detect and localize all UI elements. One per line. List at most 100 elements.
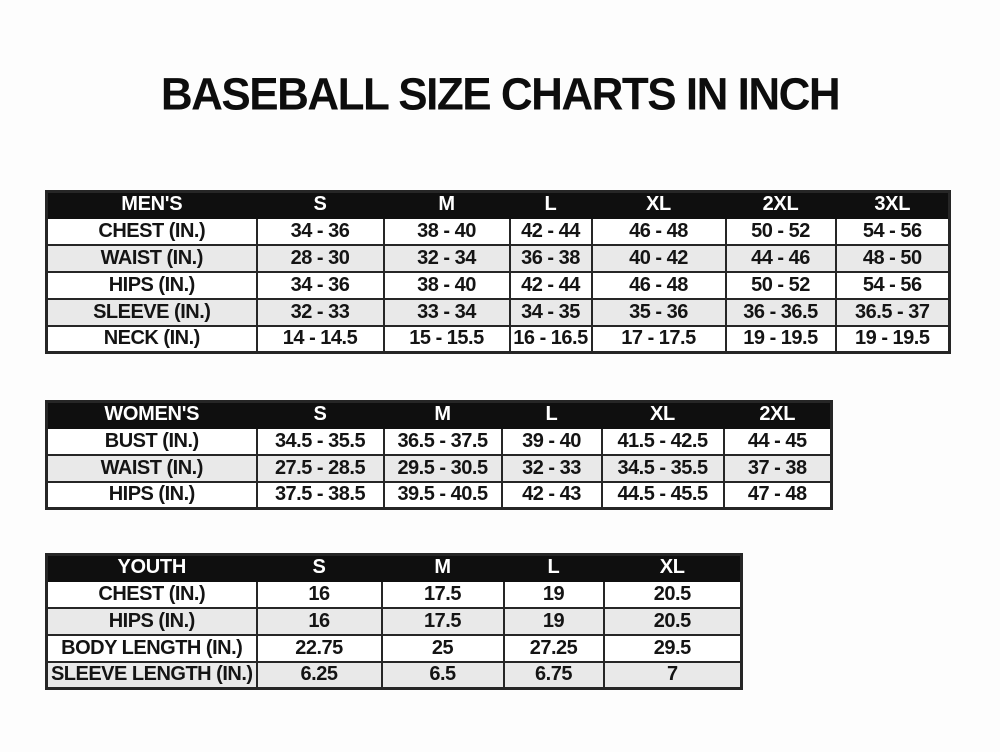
size-value-cell: 38 - 40 [382, 270, 511, 300]
size-value-cell: 50 - 52 [724, 270, 837, 300]
size-value-cell: 17.5 [380, 579, 505, 609]
size-value-cell: 14 - 14.5 [255, 324, 385, 354]
size-column-header: L [500, 400, 603, 429]
size-value-cell: 19 - 19.5 [834, 324, 951, 354]
measurement-row: BODY LENGTH (IN.) 22.75 25 27.25 29.5 [45, 633, 743, 663]
size-value-cell: 17.5 [380, 606, 505, 636]
size-column-header: 3XL [834, 190, 951, 219]
size-column-header: S [255, 553, 383, 582]
size-value-cell: 44 - 46 [724, 243, 837, 273]
measurement-label: BUST (IN.) [45, 426, 258, 456]
size-column-header: XL [600, 400, 725, 429]
size-column-header: 2XL [724, 190, 837, 219]
size-column-header: M [382, 400, 503, 429]
size-value-cell: 28 - 30 [255, 243, 385, 273]
measurement-row: CHEST (IN.) 34 - 36 38 - 40 42 - 44 46 - 48 5… [45, 216, 951, 246]
size-column-header: L [508, 190, 593, 219]
measurement-row: HIPS (IN.) 34 - 36 38 - 40 42 - 44 46 - 48 50… [45, 270, 951, 300]
page-title: BASEBALL SIZE CHARTS IN INCH [160, 69, 841, 120]
size-value-cell: 32 - 33 [500, 453, 603, 483]
measurement-label: CHEST (IN.) [45, 579, 258, 609]
size-value-cell: 34 - 36 [255, 216, 385, 246]
size-value-cell: 6.25 [255, 660, 383, 690]
size-column-header: S [255, 190, 385, 219]
group-title-cell: YOUTH [45, 553, 258, 582]
size-header-row: MEN'S S M L XL 2XL 3XL [45, 190, 951, 219]
size-column-header: M [380, 553, 505, 582]
size-value-cell: 36.5 - 37 [834, 297, 951, 327]
measurement-label: HIPS (IN.) [45, 270, 258, 300]
measurement-row: SLEEVE (IN.) 32 - 33 33 - 34 34 - 35 35 - 36… [45, 297, 951, 327]
size-value-cell: 34 - 36 [255, 270, 385, 300]
size-value-cell: 34.5 - 35.5 [600, 453, 725, 483]
size-value-cell: 35 - 36 [590, 297, 727, 327]
size-value-cell: 37.5 - 38.5 [255, 480, 385, 510]
size-value-cell: 22.75 [255, 633, 383, 663]
group-title-cell: MEN'S [45, 190, 258, 219]
size-value-cell: 6.5 [380, 660, 505, 690]
size-value-cell: 46 - 48 [590, 216, 727, 246]
size-value-cell: 33 - 34 [382, 297, 511, 327]
youth-size-table: YOUTH S M L XL CHEST (IN.) 16 17.5 19 20.5 HIPS (I… [45, 553, 743, 690]
size-value-cell: 25 [380, 633, 505, 663]
size-value-cell: 34.5 - 35.5 [255, 426, 385, 456]
measurement-label: HIPS (IN.) [45, 606, 258, 636]
measurement-label: NECK (IN.) [45, 324, 258, 354]
size-value-cell: 32 - 33 [255, 297, 385, 327]
size-value-cell: 41.5 - 42.5 [600, 426, 725, 456]
size-column-header: M [382, 190, 511, 219]
measurement-row: SLEEVE LENGTH (IN.) 6.25 6.5 6.75 7 [45, 660, 743, 690]
size-value-cell: 38 - 40 [382, 216, 511, 246]
size-value-cell: 46 - 48 [590, 270, 727, 300]
measurement-label: SLEEVE (IN.) [45, 297, 258, 327]
size-value-cell: 48 - 50 [834, 243, 951, 273]
size-value-cell: 39.5 - 40.5 [382, 480, 503, 510]
size-value-cell: 15 - 15.5 [382, 324, 511, 354]
measurement-row: HIPS (IN.) 16 17.5 19 20.5 [45, 606, 743, 636]
measurement-row: CHEST (IN.) 16 17.5 19 20.5 [45, 579, 743, 609]
size-value-cell: 19 - 19.5 [724, 324, 837, 354]
measurement-label: WAIST (IN.) [45, 243, 258, 273]
size-value-cell: 36 - 36.5 [724, 297, 837, 327]
size-column-header: XL [590, 190, 727, 219]
size-value-cell: 20.5 [602, 606, 743, 636]
size-column-header: S [255, 400, 385, 429]
size-value-cell: 54 - 56 [834, 216, 951, 246]
measurement-label: HIPS (IN.) [45, 480, 258, 510]
size-value-cell: 42 - 44 [508, 270, 593, 300]
size-value-cell: 32 - 34 [382, 243, 511, 273]
size-column-header: L [502, 553, 605, 582]
size-value-cell: 37 - 38 [722, 453, 833, 483]
measurement-label: WAIST (IN.) [45, 453, 258, 483]
measurement-label: BODY LENGTH (IN.) [45, 633, 258, 663]
group-title-cell: WOMEN'S [45, 400, 258, 429]
measurement-row: WAIST (IN.) 28 - 30 32 - 34 36 - 38 40 - 42 4… [45, 243, 951, 273]
size-value-cell: 16 - 16.5 [508, 324, 593, 354]
size-value-cell: 29.5 [602, 633, 743, 663]
size-value-cell: 42 - 44 [508, 216, 593, 246]
size-value-cell: 19 [502, 606, 605, 636]
size-value-cell: 36 - 38 [508, 243, 593, 273]
size-value-cell: 47 - 48 [722, 480, 833, 510]
size-value-cell: 36.5 - 37.5 [382, 426, 503, 456]
measurement-row: HIPS (IN.) 37.5 - 38.5 39.5 - 40.5 42 - 43 4… [45, 480, 833, 510]
mens-size-table: MEN'S S M L XL 2XL 3XL CHEST (IN.) 34 - 36 38 - 4… [45, 190, 951, 354]
measurement-label: CHEST (IN.) [45, 216, 258, 246]
size-header-row: YOUTH S M L XL [45, 553, 743, 582]
size-value-cell: 20.5 [602, 579, 743, 609]
womens-size-table: WOMEN'S S M L XL 2XL BUST (IN.) 34.5 - 35.5 36.5… [45, 400, 833, 510]
size-value-cell: 16 [255, 606, 383, 636]
measurement-row: NECK (IN.) 14 - 14.5 15 - 15.5 16 - 16.5 17 … [45, 324, 951, 354]
size-value-cell: 44 - 45 [722, 426, 833, 456]
size-value-cell: 27.5 - 28.5 [255, 453, 385, 483]
size-value-cell: 40 - 42 [590, 243, 727, 273]
size-value-cell: 54 - 56 [834, 270, 951, 300]
size-column-header: 2XL [722, 400, 833, 429]
size-value-cell: 17 - 17.5 [590, 324, 727, 354]
size-value-cell: 7 [602, 660, 743, 690]
measurement-row: BUST (IN.) 34.5 - 35.5 36.5 - 37.5 39 - 40 4… [45, 426, 833, 456]
size-column-header: XL [602, 553, 743, 582]
size-value-cell: 6.75 [502, 660, 605, 690]
size-value-cell: 44.5 - 45.5 [600, 480, 725, 510]
